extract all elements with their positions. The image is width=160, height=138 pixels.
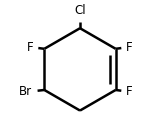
Text: Cl: Cl bbox=[74, 4, 86, 17]
Text: F: F bbox=[126, 85, 133, 98]
Text: F: F bbox=[126, 41, 133, 54]
Text: Br: Br bbox=[19, 85, 32, 98]
Text: F: F bbox=[27, 41, 33, 54]
